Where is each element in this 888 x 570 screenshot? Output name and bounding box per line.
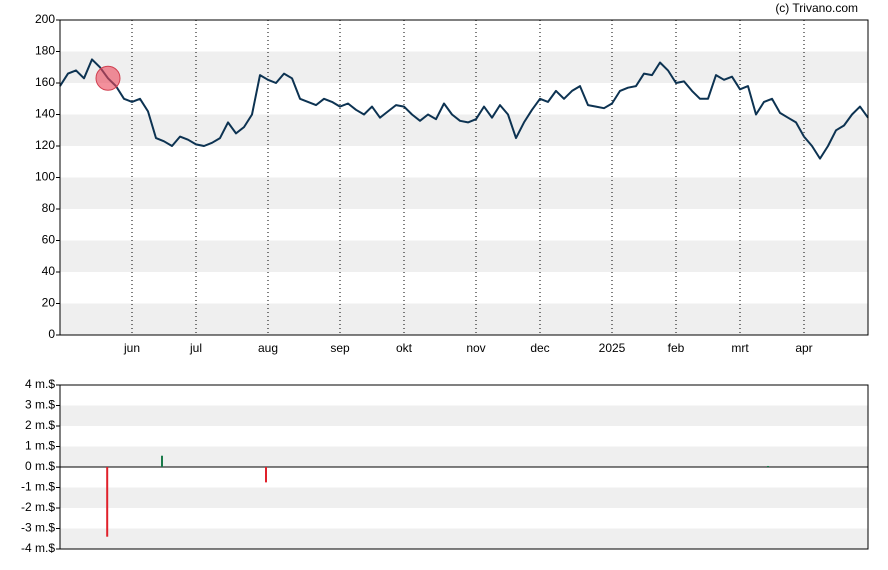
grid-band bbox=[60, 240, 868, 272]
y-tick-label: -4 m.$ bbox=[21, 541, 55, 555]
y-tick-label: 20 bbox=[42, 296, 56, 310]
bar bbox=[106, 467, 109, 537]
x-tick-label: okt bbox=[396, 341, 413, 355]
plot-frame bbox=[59, 384, 869, 550]
y-tick-label: -2 m.$ bbox=[21, 500, 55, 514]
grid-band bbox=[60, 487, 868, 508]
bar bbox=[161, 455, 163, 467]
y-tick-label: 160 bbox=[35, 75, 55, 89]
grid-band bbox=[60, 51, 868, 83]
y-tick-label: 200 bbox=[35, 12, 55, 26]
x-tick-label: mrt bbox=[731, 341, 749, 355]
x-tick-label: 2025 bbox=[599, 341, 626, 355]
x-tick-label: nov bbox=[466, 341, 485, 355]
x-tick-label: feb bbox=[668, 341, 685, 355]
y-tick-label: 3 m.$ bbox=[25, 398, 55, 412]
bar bbox=[265, 467, 267, 483]
grid-band bbox=[60, 177, 868, 209]
y-tick-label: 4 m.$ bbox=[25, 377, 55, 391]
x-tick-label: jul bbox=[189, 341, 202, 355]
y-tick-label: 80 bbox=[42, 201, 56, 215]
bar bbox=[767, 465, 769, 467]
y-tick-label: 60 bbox=[42, 233, 56, 247]
x-tick-label: apr bbox=[795, 341, 812, 355]
x-tick-label: sep bbox=[330, 341, 350, 355]
attribution: (c) Trivano.com bbox=[775, 1, 858, 15]
grid-band bbox=[60, 405, 868, 426]
grid-band bbox=[60, 114, 868, 146]
grid-band bbox=[60, 528, 868, 549]
grid-band bbox=[60, 303, 868, 335]
x-tick-label: dec bbox=[530, 341, 549, 355]
x-tick-label: aug bbox=[258, 341, 278, 355]
y-tick-label: 180 bbox=[35, 44, 55, 58]
y-tick-label: 120 bbox=[35, 138, 55, 152]
y-tick-label: -3 m.$ bbox=[21, 521, 55, 535]
y-tick-label: 140 bbox=[35, 107, 55, 121]
y-tick-label: 0 m.$ bbox=[25, 459, 55, 473]
grid-band bbox=[60, 446, 868, 467]
x-tick-label: jun bbox=[123, 341, 140, 355]
price-line bbox=[59, 58, 869, 160]
plot-frame bbox=[59, 19, 869, 336]
y-tick-label: 40 bbox=[42, 264, 56, 278]
y-tick-label: -1 m.$ bbox=[21, 480, 55, 494]
y-tick-label: 100 bbox=[35, 170, 55, 184]
y-tick-label: 1 m.$ bbox=[25, 439, 55, 453]
y-tick-label: 0 bbox=[48, 327, 55, 341]
y-tick-label: 2 m.$ bbox=[25, 418, 55, 432]
highlight-marker bbox=[95, 65, 121, 91]
